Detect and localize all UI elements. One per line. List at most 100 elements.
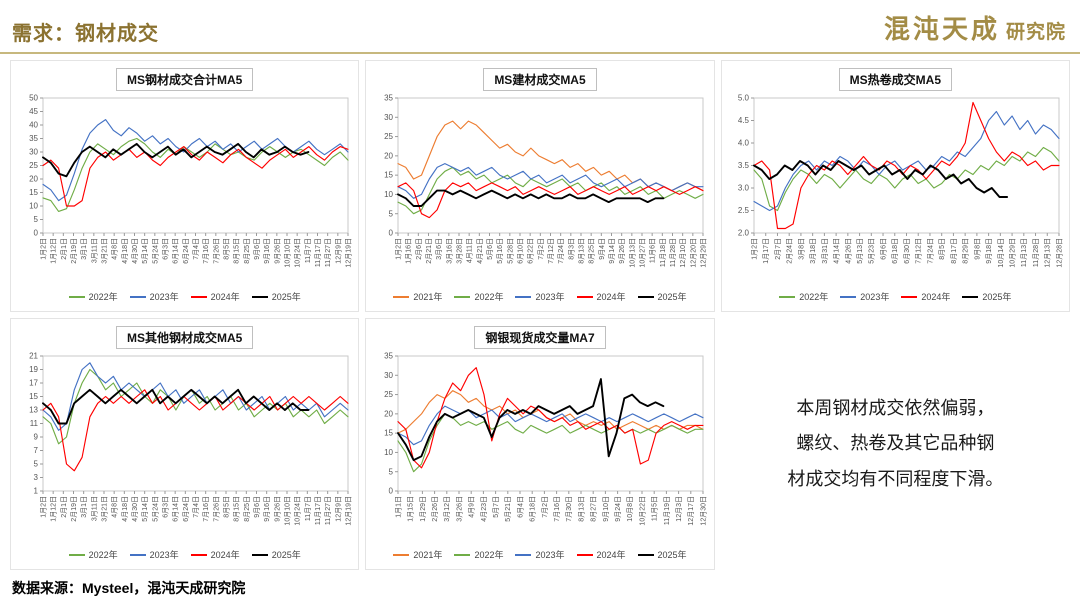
svg-text:3月6日: 3月6日	[436, 238, 444, 260]
svg-text:3月28日: 3月28日	[456, 238, 464, 264]
svg-text:12月29日: 12月29日	[700, 238, 708, 268]
legend-line-swatch	[515, 553, 532, 556]
svg-text:2月19日: 2月19日	[70, 238, 78, 264]
logo-sub-text: 研究院	[1005, 21, 1066, 43]
svg-text:6月24日: 6月24日	[182, 496, 190, 522]
svg-text:5.0: 5.0	[738, 94, 750, 103]
svg-text:9月24日: 9月24日	[615, 496, 623, 522]
svg-text:2月19日: 2月19日	[70, 496, 78, 522]
svg-text:12月19日: 12月19日	[345, 238, 353, 268]
chart-panel-hot-coil: MS热卷成交MA5 2.0 2.5 3.0 3.5 4.0 4.5 5.0 1月2日 1月17日…	[720, 60, 1070, 312]
svg-text:12月30日: 12月30日	[700, 496, 708, 526]
svg-text:35: 35	[385, 94, 394, 103]
legend-item-2023年: 2023年	[840, 290, 889, 303]
svg-text:10月24日: 10月24日	[294, 238, 302, 268]
svg-text:10月14日: 10月14日	[997, 238, 1005, 268]
svg-text:4月14日: 4月14日	[832, 238, 840, 264]
svg-text:8月5日: 8月5日	[938, 238, 946, 260]
chart-title: 钢银现货成交量MA7	[474, 326, 606, 349]
legend-line-swatch	[190, 295, 207, 298]
slide-header: 需求：钢材成交 混沌天成 研究院	[0, 0, 1080, 54]
svg-text:5月14日: 5月14日	[141, 238, 149, 264]
svg-text:6月4日: 6月4日	[517, 496, 525, 518]
chart-panel-steel-total: MS钢材成交合计MA5 0 5 10 15 20 25 30 35 40 45 50 1月2日 1月12…	[10, 60, 360, 312]
chart-title: MS其他钢材成交MA5	[115, 326, 254, 349]
charts-grid: MS钢材成交合计MA5 0 5 10 15 20 25 30 35 40 45 50 1月2日 1月12…	[0, 54, 1080, 570]
chart-legend: 2022年 2023年 2024年 2025年	[779, 290, 1011, 303]
svg-text:7月4日: 7月4日	[192, 496, 200, 518]
svg-text:11月7日: 11月7日	[304, 496, 312, 521]
svg-text:10: 10	[29, 202, 38, 211]
svg-text:8月27日: 8月27日	[590, 496, 598, 522]
svg-text:3月1日: 3月1日	[80, 238, 88, 260]
legend-item-2025年: 2025年	[637, 548, 687, 561]
legend-line-swatch	[454, 295, 471, 298]
svg-text:8月13日: 8月13日	[578, 496, 586, 522]
svg-text:15: 15	[29, 188, 38, 197]
chart-title: MS建材成交MA5	[483, 68, 597, 91]
svg-text:7月26日: 7月26日	[212, 496, 220, 522]
svg-text:3月11日: 3月11日	[90, 496, 98, 521]
svg-text:11月27日: 11月27日	[324, 238, 332, 267]
legend-line-swatch	[637, 295, 654, 298]
data-source: 数据来源：Mysteel，混沌天成研究院	[12, 580, 246, 596]
svg-text:12月13日: 12月13日	[1044, 238, 1052, 268]
svg-text:3月11日: 3月11日	[90, 238, 98, 263]
svg-text:10月8日: 10月8日	[627, 496, 635, 522]
legend-item-2025年: 2025年	[251, 548, 301, 561]
svg-text:2月7日: 2月7日	[774, 238, 782, 260]
legend-item-2022年: 2022年	[68, 290, 118, 303]
svg-text:1月2日: 1月2日	[750, 238, 758, 260]
svg-text:10月24日: 10月24日	[294, 496, 302, 526]
svg-text:6月3日: 6月3日	[162, 496, 170, 518]
svg-text:25: 25	[385, 390, 394, 399]
logo: 混沌天成 研究院	[884, 9, 1066, 46]
svg-text:3月12日: 3月12日	[444, 496, 452, 522]
svg-text:6月22日: 6月22日	[527, 238, 535, 264]
svg-text:3月18日: 3月18日	[809, 238, 817, 264]
svg-text:6月14日: 6月14日	[172, 496, 180, 522]
svg-text:4.0: 4.0	[738, 139, 750, 148]
legend-line-swatch	[251, 553, 268, 556]
svg-text:5月23日: 5月23日	[868, 238, 876, 264]
legend-item-2025年: 2025年	[962, 290, 1011, 303]
legend-item-2024年: 2024年	[190, 548, 240, 561]
svg-text:4月18日: 4月18日	[121, 238, 129, 264]
svg-text:9月6日: 9月6日	[253, 238, 261, 260]
svg-text:12月19日: 12月19日	[345, 496, 353, 526]
svg-text:1月2日: 1月2日	[40, 496, 48, 518]
legend-item-2023年: 2023年	[515, 290, 565, 303]
svg-text:6月10日: 6月10日	[517, 238, 525, 264]
svg-text:9月16日: 9月16日	[263, 496, 271, 522]
svg-text:25: 25	[385, 132, 394, 141]
svg-text:0: 0	[34, 229, 39, 238]
legend-item-2023年: 2023年	[129, 290, 179, 303]
svg-text:3月21日: 3月21日	[101, 496, 109, 522]
commentary-text: 本周钢材成交依然偏弱， 螺纹、热卷及其它品种钢 材成交均有不同程度下滑。	[721, 318, 1070, 570]
svg-text:8月29日: 8月29日	[961, 238, 969, 264]
svg-text:9月4日: 9月4日	[598, 238, 606, 260]
svg-text:6月3日: 6月3日	[162, 238, 170, 260]
svg-text:3: 3	[34, 473, 39, 482]
svg-text:4月8日: 4月8日	[111, 238, 119, 260]
svg-text:7月16日: 7月16日	[202, 238, 210, 264]
svg-text:7月24日: 7月24日	[926, 238, 934, 264]
logo-main-text: 混沌天成	[883, 15, 1000, 45]
svg-text:4月30日: 4月30日	[131, 496, 139, 522]
svg-text:3.5: 3.5	[738, 161, 750, 170]
chart-panel-other-steel: MS其他钢材成交MA5 1 3 5 7 9 11 13 15 17 19 21 1月2日 1月12日 2月…	[10, 318, 360, 570]
svg-text:50: 50	[29, 94, 38, 103]
svg-text:5月7日: 5月7日	[493, 496, 501, 518]
svg-text:9月26日: 9月26日	[273, 238, 281, 264]
chart-legend: 2021年 2022年 2023年 2024年 2025年	[393, 548, 687, 561]
legend-line-swatch	[190, 553, 207, 556]
svg-text:0: 0	[389, 487, 394, 496]
svg-text:0: 0	[389, 229, 394, 238]
svg-text:3.0: 3.0	[738, 184, 750, 193]
legend-item-2021年: 2021年	[393, 290, 442, 303]
legend-line-swatch	[576, 553, 593, 556]
svg-text:6月18日: 6月18日	[529, 496, 537, 522]
svg-text:7: 7	[34, 446, 39, 455]
legend-line-swatch	[68, 295, 85, 298]
legend-item-2021年: 2021年	[393, 548, 442, 561]
